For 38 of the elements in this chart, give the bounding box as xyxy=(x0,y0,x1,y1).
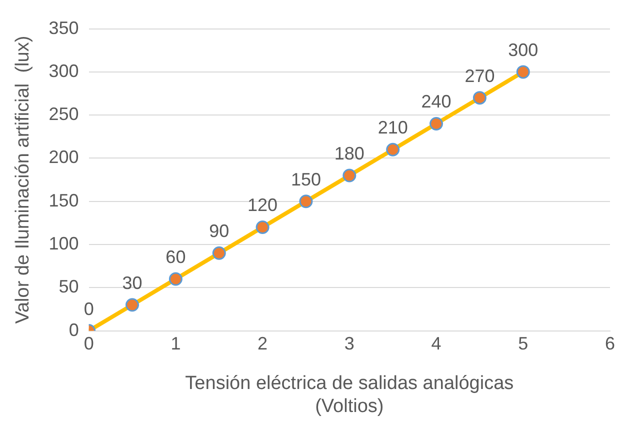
data-label: 270 xyxy=(464,66,495,86)
x-tick-label: 5 xyxy=(518,334,528,354)
y-tick-label: 50 xyxy=(58,276,79,297)
point xyxy=(256,220,270,234)
point xyxy=(299,194,313,208)
data-label: 30 xyxy=(122,272,142,293)
y-tick-label: 350 xyxy=(48,18,79,38)
point xyxy=(212,246,226,260)
point xyxy=(342,168,356,182)
x-tick-label: 0 xyxy=(84,334,94,354)
x-tick-label: 2 xyxy=(258,334,268,354)
y-tick-label: 100 xyxy=(48,233,79,254)
x-axis-title: Tensión eléctrica de salidas analógicas (Voltios) xyxy=(185,373,514,417)
data-label: 210 xyxy=(378,118,408,138)
x-tick-label: 1 xyxy=(170,334,181,354)
x-tick-label: 6 xyxy=(604,334,615,354)
data-label: 240 xyxy=(421,92,452,112)
y-axis-title: Valor de Iluminación artificial (lux) xyxy=(12,36,34,324)
y-tick-label: 200 xyxy=(48,147,79,168)
data-label: 300 xyxy=(508,40,538,60)
x-tick-label: 3 xyxy=(344,334,354,354)
point xyxy=(516,65,530,79)
data-label: 90 xyxy=(209,221,230,242)
y-tick-label: 250 xyxy=(48,104,79,124)
data-label: 150 xyxy=(290,169,322,190)
y-tick-label: 300 xyxy=(48,60,79,81)
point xyxy=(430,116,444,130)
data-label: 60 xyxy=(166,246,186,267)
data-label: 0 xyxy=(84,298,94,319)
data-label: 120 xyxy=(248,195,278,216)
point xyxy=(386,142,400,156)
y-tick-label: 0 xyxy=(68,320,79,340)
data-label: 180 xyxy=(334,143,364,164)
x-tick-label: 4 xyxy=(431,334,442,354)
y-tick-label: 150 xyxy=(48,190,79,210)
point xyxy=(472,91,486,105)
point xyxy=(168,272,182,286)
point xyxy=(126,298,140,312)
